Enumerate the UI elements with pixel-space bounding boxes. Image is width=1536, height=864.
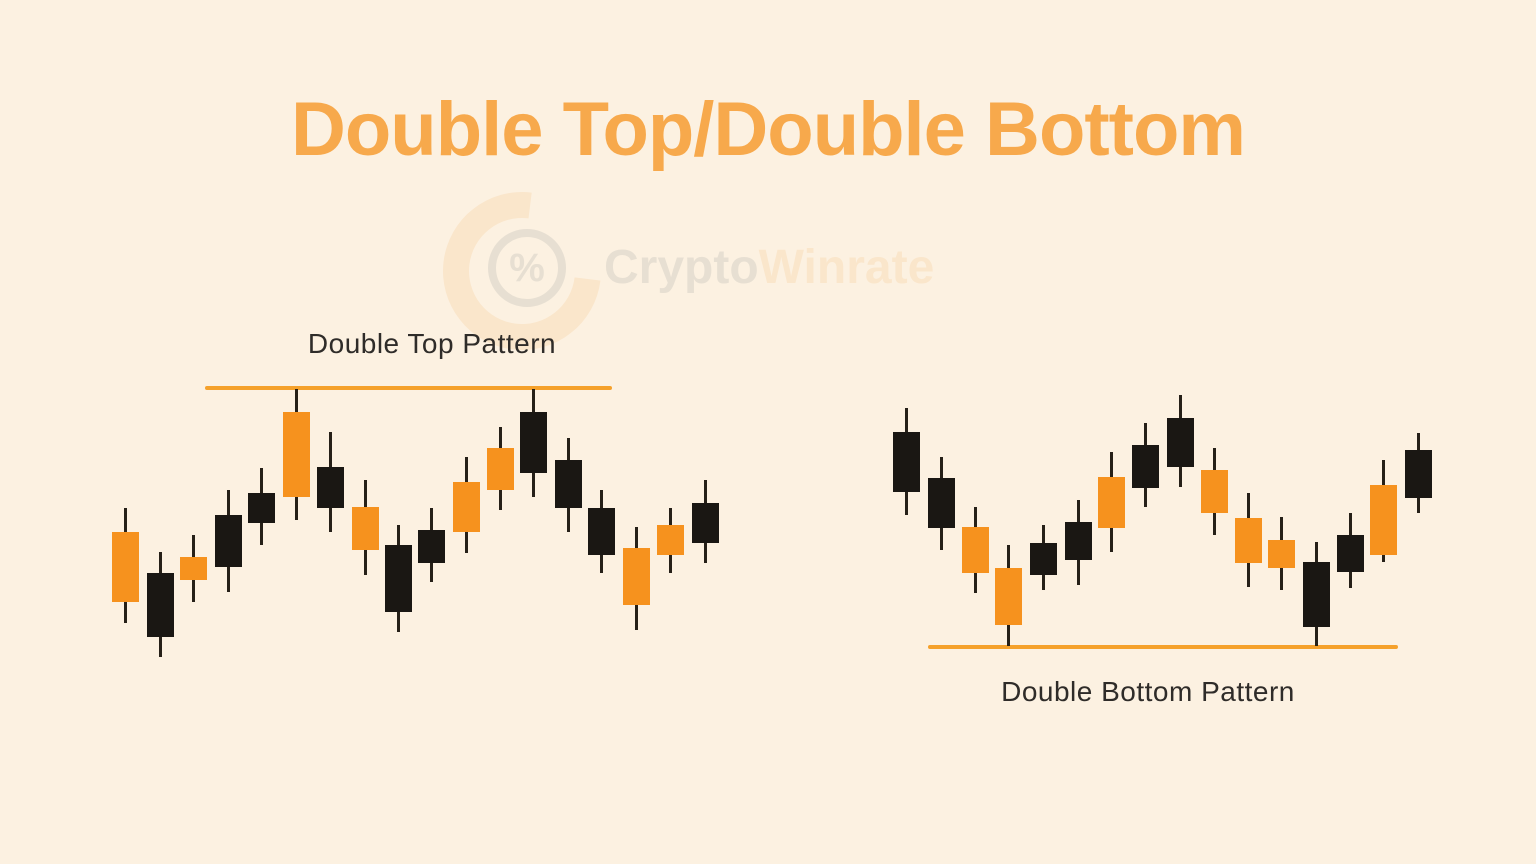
candle-body-bear [146, 573, 174, 637]
candle-body-bear [1029, 543, 1057, 575]
candle-body-bull [1097, 477, 1125, 528]
candle-body-bull [351, 507, 379, 550]
candle-body-bear [1336, 535, 1364, 572]
brand-name: CryptoWinrate [604, 240, 934, 295]
candle-body-bear [1166, 418, 1194, 467]
pattern-label-double-bottom: Double Bottom Pattern [1001, 676, 1295, 707]
resistance-line [205, 386, 612, 390]
candle-body-bear [927, 478, 955, 528]
candle-body-bear [214, 515, 242, 567]
candle-body-bear [519, 412, 547, 473]
candle-body-bull [1369, 485, 1397, 555]
candle-body-bull [1267, 540, 1295, 568]
candle-body-bear [691, 503, 719, 543]
candle-body-bear [1302, 562, 1330, 627]
candle-body-bear [247, 493, 275, 523]
candle-body-bear [554, 460, 582, 508]
percent-symbol: % [509, 246, 545, 290]
candle-body-bull [994, 568, 1022, 625]
percent-logo-icon: % [488, 229, 566, 307]
candle-body-bull [622, 548, 650, 605]
candle-body-bear [384, 545, 412, 612]
brand-name-crypto: Crypto [604, 241, 759, 294]
candle-body-bull [656, 525, 684, 555]
candle-body-bull [486, 448, 514, 490]
pattern-label-double-top: Double Top Pattern [307, 328, 557, 359]
candle-body-bull [111, 532, 139, 602]
candle-body-bull [179, 557, 207, 580]
brand-name-winrate: Winrate [758, 241, 935, 294]
candle-body-bear [892, 432, 920, 492]
candle-body-bear [316, 467, 344, 508]
candle-body-bull [1200, 470, 1228, 513]
candle-body-bear [1404, 450, 1432, 498]
candle-body-bear [1131, 445, 1159, 488]
support-line [928, 645, 1398, 649]
candle-body-bull [452, 482, 480, 532]
candle-body-bull [1234, 518, 1262, 563]
candle-body-bear [417, 530, 445, 563]
page-title: Double Top/Double Bottom [291, 87, 1246, 172]
candle-body-bull [282, 412, 310, 497]
candle-body-bull [961, 527, 989, 573]
candle-body-bear [1064, 522, 1092, 560]
candle-body-bear [587, 508, 615, 555]
